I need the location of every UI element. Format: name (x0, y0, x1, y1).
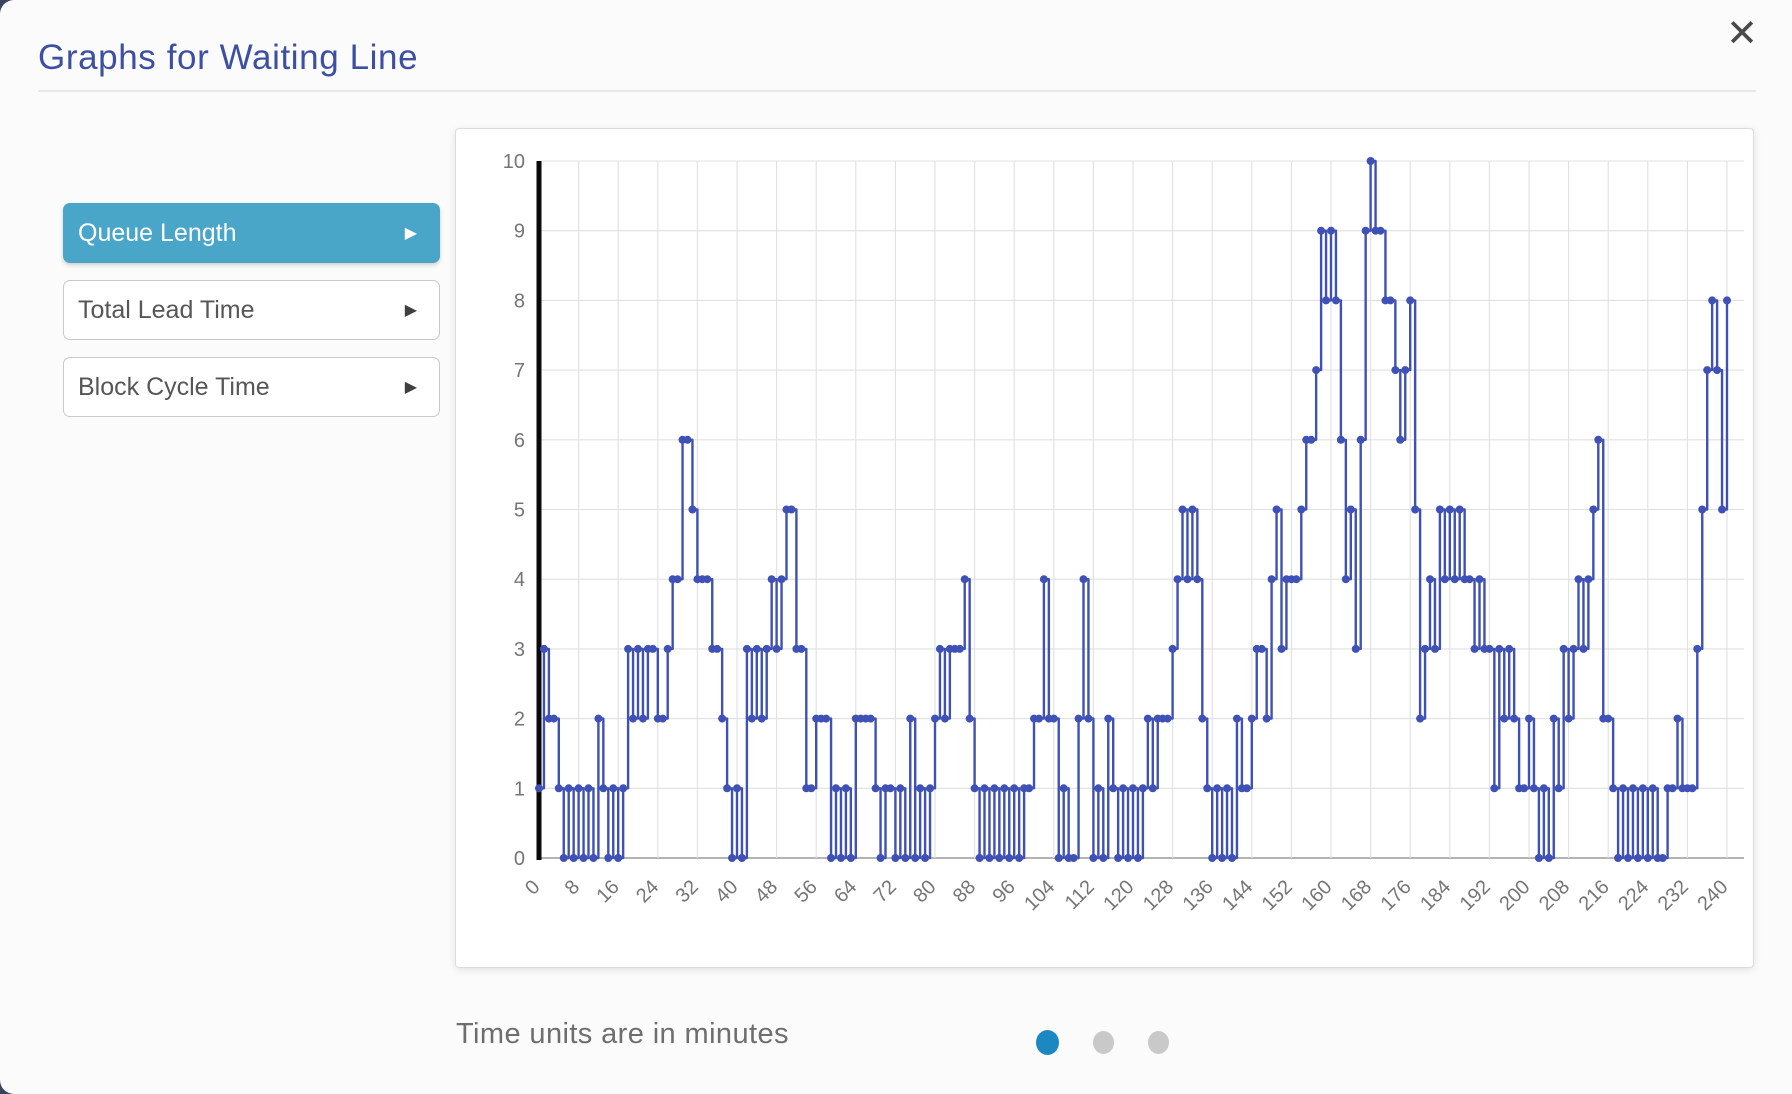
svg-text:6: 6 (514, 430, 525, 452)
svg-text:5: 5 (514, 500, 525, 522)
svg-text:240: 240 (1693, 876, 1732, 915)
sidebar-item-queue-length[interactable]: Queue Length ▶ (63, 203, 440, 263)
svg-text:8: 8 (514, 290, 525, 312)
svg-text:224: 224 (1614, 876, 1653, 915)
svg-text:24: 24 (632, 876, 663, 907)
svg-text:0: 0 (514, 848, 525, 870)
page-title: Graphs for Waiting Line (38, 38, 419, 77)
svg-text:3: 3 (514, 639, 525, 661)
svg-text:200: 200 (1495, 876, 1534, 915)
svg-text:7: 7 (514, 360, 525, 382)
svg-text:56: 56 (790, 876, 821, 907)
svg-text:4: 4 (514, 569, 525, 591)
svg-text:80: 80 (909, 876, 940, 907)
svg-text:192: 192 (1456, 876, 1495, 915)
chevron-right-icon: ▶ (404, 225, 417, 242)
sidebar-item-total-lead-time[interactable]: Total Lead Time ▶ (63, 280, 440, 340)
svg-text:136: 136 (1179, 876, 1218, 915)
svg-text:216: 216 (1575, 876, 1614, 915)
svg-text:32: 32 (672, 876, 703, 907)
chart-panel: 0 1 2 3 4 5 6 7 8 9 10 0 8 16 24 32 40 48 56 64 72 80 88 96 104 1… (455, 128, 1754, 968)
svg-text:16: 16 (592, 876, 623, 907)
pagination (1036, 1030, 1169, 1055)
svg-text:2: 2 (514, 709, 525, 731)
svg-text:144: 144 (1218, 876, 1257, 915)
svg-text:176: 176 (1377, 876, 1416, 915)
sidebar-item-label: Block Cycle Time (78, 372, 270, 401)
svg-text:120: 120 (1099, 876, 1138, 915)
svg-text:104: 104 (1020, 876, 1059, 915)
time-units-caption: Time units are in minutes (456, 1018, 789, 1050)
svg-text:72: 72 (870, 876, 901, 907)
close-icon[interactable]: ✕ (1726, 13, 1758, 55)
sidebar-item-label: Queue Length (78, 218, 237, 247)
pagination-dot[interactable] (1093, 1031, 1114, 1054)
svg-text:10: 10 (503, 151, 525, 173)
svg-text:9: 9 (514, 221, 525, 243)
svg-text:112: 112 (1061, 876, 1099, 914)
svg-text:184: 184 (1416, 876, 1455, 915)
svg-text:40: 40 (711, 876, 742, 907)
sidebar-item-label: Total Lead Time (78, 295, 255, 324)
svg-text:88: 88 (949, 876, 980, 907)
svg-text:168: 168 (1337, 876, 1376, 915)
svg-text:128: 128 (1139, 876, 1178, 915)
svg-text:8: 8 (561, 876, 584, 899)
chevron-right-icon: ▶ (404, 302, 417, 319)
title-divider (38, 90, 1756, 92)
pagination-dot[interactable] (1148, 1031, 1169, 1054)
svg-text:208: 208 (1535, 876, 1574, 915)
chevron-right-icon: ▶ (404, 379, 417, 396)
svg-text:160: 160 (1297, 876, 1336, 915)
svg-text:232: 232 (1654, 876, 1693, 915)
svg-text:96: 96 (988, 876, 1019, 907)
pagination-dot[interactable] (1036, 1030, 1059, 1055)
svg-text:1: 1 (514, 778, 525, 800)
sidebar-item-block-cycle-time[interactable]: Block Cycle Time ▶ (63, 357, 440, 417)
svg-text:64: 64 (830, 876, 861, 907)
svg-text:152: 152 (1258, 876, 1297, 915)
svg-text:0: 0 (521, 876, 544, 899)
svg-text:48: 48 (751, 876, 782, 907)
